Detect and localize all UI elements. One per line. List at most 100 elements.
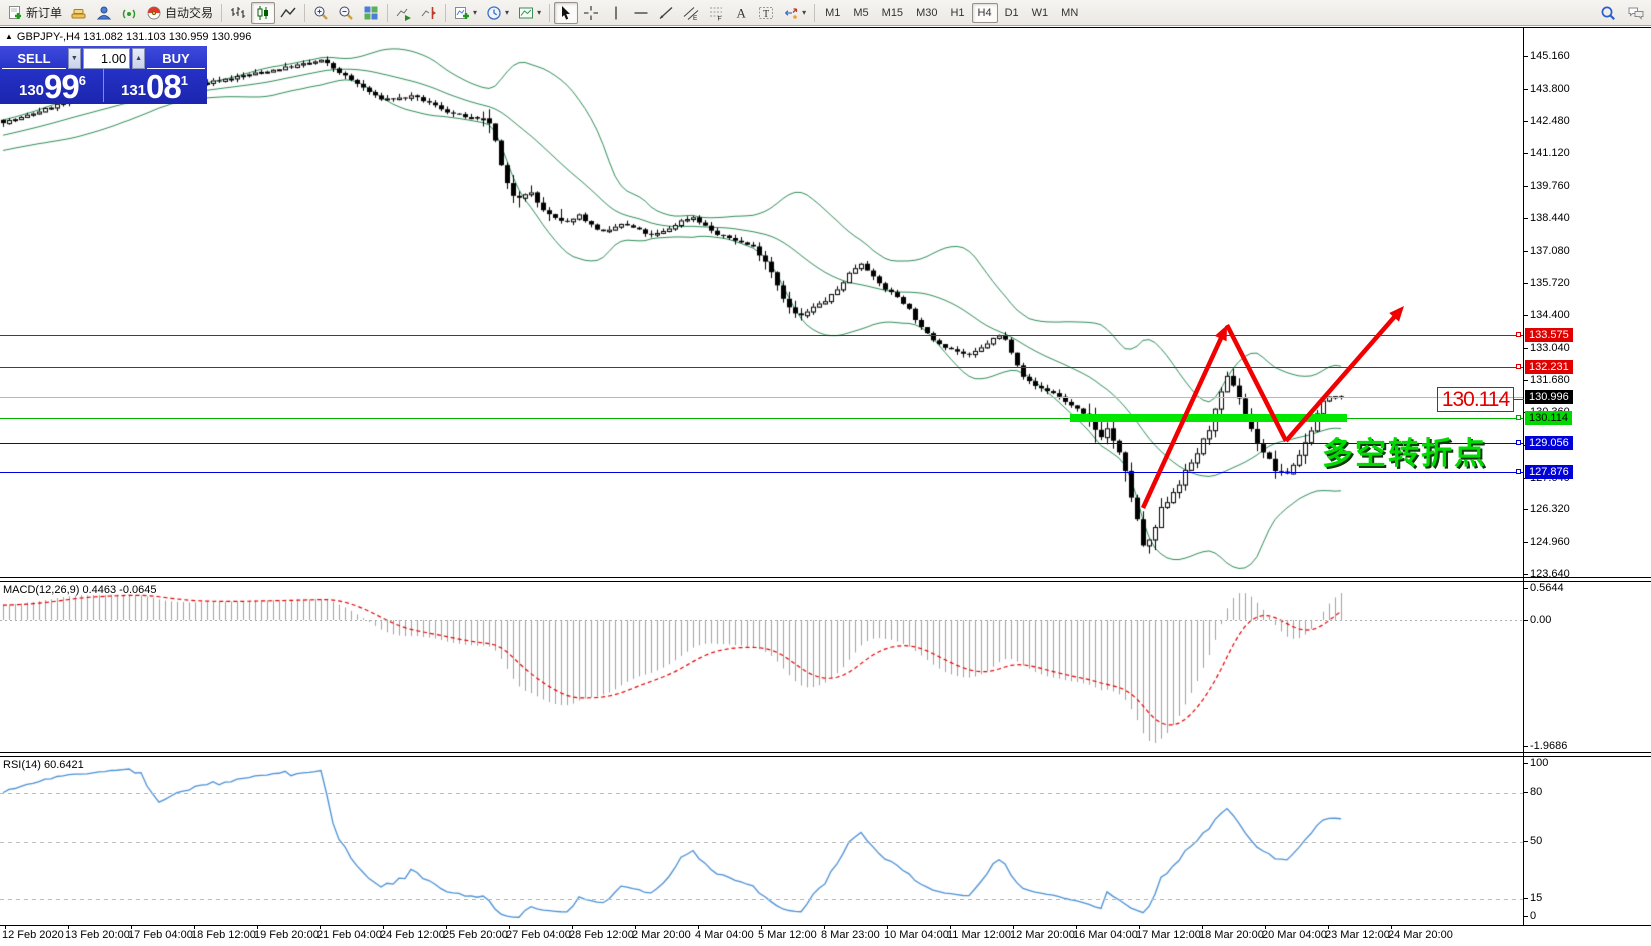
sell-price[interactable]: 130 99 6 xyxy=(2,69,103,103)
macd-label: MACD(12,26,9) 0.4463 -0.0645 xyxy=(3,584,157,596)
timeframe-m5-button[interactable]: M5 xyxy=(853,6,869,19)
price-chart[interactable] xyxy=(0,28,1523,578)
buy-price[interactable]: 131 08 1 xyxy=(103,69,205,103)
horizontal-line-133.575[interactable] xyxy=(0,335,1523,336)
macd-zero-line xyxy=(0,620,1523,621)
sell-button[interactable]: SELL xyxy=(2,48,66,69)
timeframe-m15-button[interactable]: M15 xyxy=(881,6,904,19)
cursor-button[interactable] xyxy=(554,1,579,24)
signals-button[interactable] xyxy=(117,2,141,24)
horizontal-line-132.231[interactable] xyxy=(0,367,1523,368)
fibonacci-tool-button[interactable]: F xyxy=(704,2,728,24)
auto-scroll-button[interactable] xyxy=(392,2,416,24)
volume-increase-button[interactable]: ▲ xyxy=(132,48,145,69)
bar-chart-mode-button[interactable] xyxy=(226,2,250,24)
support-band-object[interactable] xyxy=(1070,414,1347,422)
chevron-down-icon: ▾ xyxy=(505,7,510,17)
timeframe-h1-button[interactable]: H1 xyxy=(950,6,965,19)
price-annotation-box[interactable]: 130.114 xyxy=(1437,387,1514,412)
horizontal-line-127.876[interactable] xyxy=(0,472,1523,473)
search-button[interactable] xyxy=(1596,2,1620,24)
time-axis-label: 2 Mar 20:00 xyxy=(632,929,691,941)
horizontal-line-tool-button[interactable] xyxy=(629,2,653,24)
periods-button[interactable]: ▾ xyxy=(482,2,513,24)
buy-button[interactable]: BUY xyxy=(147,48,205,69)
autotrade-icon xyxy=(146,5,162,21)
macd-axis-label: -1.9686 xyxy=(1530,740,1568,752)
price-axis-label: 133.040 xyxy=(1530,342,1570,354)
macd-axis-label: 0.00 xyxy=(1530,614,1552,626)
volume-decrease-button[interactable]: ▼ xyxy=(68,48,81,69)
templates-button[interactable]: ▾ xyxy=(514,2,545,24)
horizontal-line-129.056[interactable] xyxy=(0,443,1523,444)
time-axis-label: 21 Feb 04:00 xyxy=(317,929,382,941)
candlestick-mode-button[interactable] xyxy=(251,1,276,24)
horizontal-line-130.996[interactable] xyxy=(0,397,1523,398)
time-axis-label: 28 Feb 12:00 xyxy=(569,929,634,941)
profile-button[interactable] xyxy=(92,2,116,24)
turning-point-annotation[interactable]: 多空转折点 xyxy=(1322,436,1487,471)
linechart-icon xyxy=(280,5,296,21)
time-axis-label: 25 Feb 20:00 xyxy=(443,929,508,941)
line-chart-mode-button[interactable] xyxy=(276,2,300,24)
volume-input[interactable]: 1.00 xyxy=(82,48,131,69)
timeframe-mn-button[interactable]: MN xyxy=(1061,6,1079,19)
rsi-axis-tick xyxy=(1523,763,1528,764)
timeframe-m30-button[interactable]: M30 xyxy=(916,6,938,19)
zoom-in-button[interactable] xyxy=(309,2,333,24)
price-axis-tick xyxy=(1523,574,1528,575)
toolbar-separator xyxy=(445,3,447,22)
timeframe-m1-button[interactable]: M1 xyxy=(825,6,841,19)
timeframe-d1-button[interactable]: D1 xyxy=(1004,6,1019,19)
toolbar-separator xyxy=(549,3,551,22)
horizontal-line-130.114[interactable] xyxy=(0,418,1523,419)
rsi-axis-label: 100 xyxy=(1530,757,1549,769)
newchart-icon xyxy=(454,5,470,21)
metaquotes-gold-button[interactable] xyxy=(67,2,91,24)
timeframe-w1-button[interactable]: W1 xyxy=(1031,6,1049,19)
trendline-tool-button[interactable] xyxy=(654,2,678,24)
time-axis-label: 17 Feb 04:00 xyxy=(128,929,193,941)
zoomout-icon xyxy=(338,5,354,21)
new-order-button[interactable]: 新订单 xyxy=(3,2,66,24)
price-axis-label: 142.480 xyxy=(1530,115,1570,127)
time-axis-tick xyxy=(635,925,636,929)
text-tool-button[interactable]: A xyxy=(729,2,753,24)
macd-indicator-panel[interactable] xyxy=(0,583,1523,753)
zoom-out-button[interactable] xyxy=(334,2,358,24)
arrows-tool-button[interactable]: ▾ xyxy=(779,2,810,24)
time-axis-label: 27 Feb 04:00 xyxy=(506,929,571,941)
time-axis-label: 12 Feb 2020 xyxy=(2,929,64,941)
timeframe-h4-button[interactable]: H4 xyxy=(971,2,998,23)
price-tag-130.114: 130.114 xyxy=(1525,411,1572,425)
sell-price-point: 6 xyxy=(78,73,86,88)
rsi-level-line-15 xyxy=(0,899,1523,900)
panel-separator[interactable] xyxy=(0,752,1651,757)
time-axis-label: 5 Mar 12:00 xyxy=(758,929,817,941)
time-axis-tick xyxy=(698,925,699,929)
vertical-line-tool-button[interactable] xyxy=(604,2,628,24)
trendline-icon xyxy=(658,5,674,21)
tile-windows-button[interactable] xyxy=(359,2,383,24)
crosshair-button[interactable] xyxy=(579,2,603,24)
autotrading-button[interactable]: 自动交易 xyxy=(142,2,217,24)
price-axis-label: 137.080 xyxy=(1530,245,1570,257)
new-chart-button[interactable]: ▾ xyxy=(450,2,481,24)
panel-separator[interactable] xyxy=(0,577,1651,582)
label-tool-button[interactable]: T xyxy=(754,2,778,24)
time-axis-tick xyxy=(320,925,321,929)
rsi-indicator-panel[interactable] xyxy=(0,758,1523,925)
cursor-icon xyxy=(558,5,574,21)
chat-button[interactable] xyxy=(1624,2,1648,24)
svg-text:A: A xyxy=(737,5,747,20)
channel-tool-button[interactable]: E xyxy=(679,2,703,24)
price-tag-hook xyxy=(1516,415,1521,420)
price-tag-hook xyxy=(1516,440,1521,445)
symbol-marker-icon: ▲ xyxy=(5,32,13,41)
price-axis-label: 138.440 xyxy=(1530,212,1570,224)
price-axis-tick xyxy=(1523,348,1528,349)
chart-shift-button[interactable] xyxy=(417,2,441,24)
price-axis-tick xyxy=(1523,89,1528,90)
rsi-axis-label: 15 xyxy=(1530,892,1543,904)
